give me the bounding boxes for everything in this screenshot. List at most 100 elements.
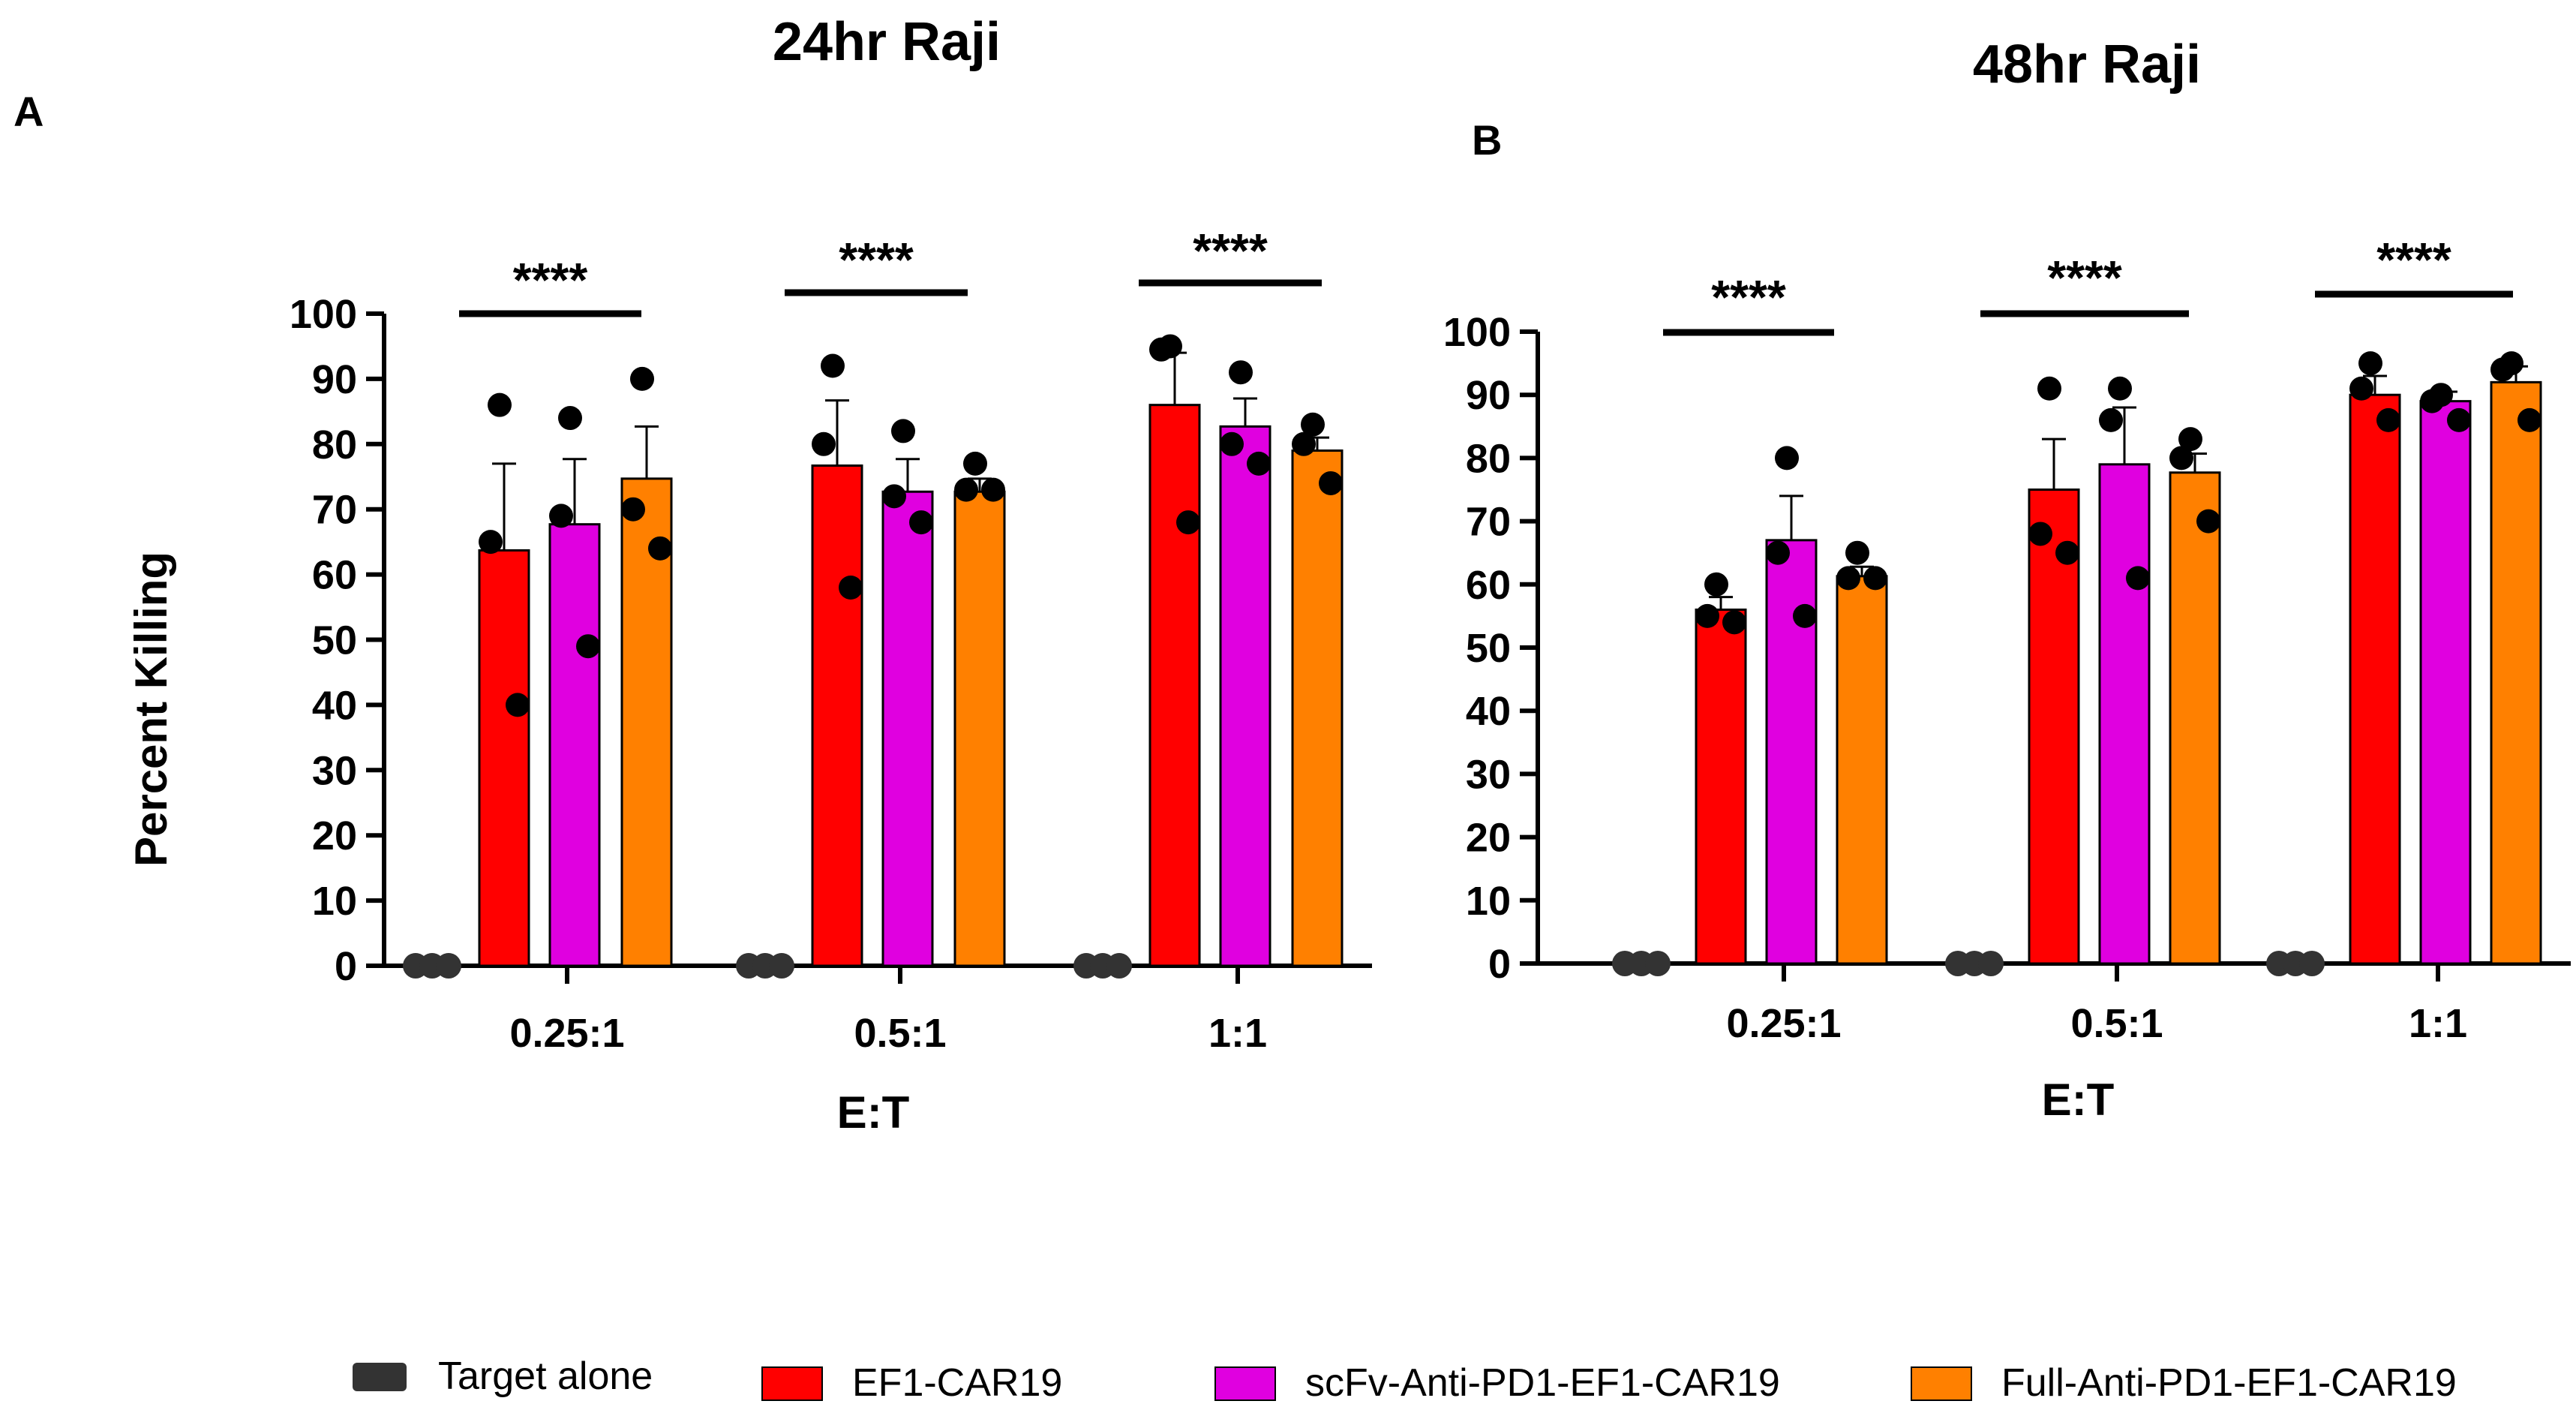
panel-a-bar-scfv [1219,425,1271,967]
panel-a-dot-target-alone [436,953,461,979]
legend-swatch-target-alone [353,1363,407,1391]
panel-a-y-tick-label: 0 [335,944,357,989]
panel-a-y-axis-label: Percent Killing [126,552,176,867]
panel-a-data-point [576,634,600,659]
panel-b-bar-scfv [1765,539,1818,965]
panel-a-data-point [839,575,863,600]
panel-a-data-point [621,497,645,522]
panel-a-data-point [488,392,512,417]
panel-a-bar-full [953,490,1006,967]
panel-b-significance-stars: **** [2376,233,2451,287]
panel-a-bar-ef1-car19 [1148,404,1201,967]
panel-b-data-point [2490,357,2514,382]
panel-b-bar-scfv [2098,463,2151,965]
panel-a-data-point [909,510,933,535]
panel-a-x-axis-label: E:T [837,1087,910,1138]
panel-a-data-point [954,477,978,502]
panel-a-data-point [1176,510,1200,535]
panel-a-data-point [812,431,836,456]
panel-a-title: 24hr Raji [773,12,1001,72]
panel-a-bar-full [1291,449,1344,967]
panel-a-data-point [981,477,1005,502]
panel-a-bar-scfv [548,523,601,967]
panel-a-y-tick-label: 50 [312,618,357,663]
panel-a-data-point [479,530,503,555]
panel-a-data-point [963,451,987,476]
panel-b-data-point [1845,540,1869,565]
panel-b-y-tick-label: 0 [1488,942,1511,987]
panel-a-y-tick-label: 20 [312,813,357,858]
panel-b-data-point [1793,603,1817,628]
panel-b-y-tick-label: 20 [1466,816,1511,861]
panel-a-y-tick-label: 40 [312,683,357,728]
panel-a-data-point [882,484,906,509]
panel-b-dot-target-alone [2299,951,2325,976]
panel-a-data-point [1319,470,1343,495]
panel-b-data-point [2178,427,2202,452]
panel-b-bar-full [2169,471,2221,965]
panel-a: A 24hr Raji Percent Killing E:T 0 10 20 30 4… [14,12,1372,1138]
panel-b-y-tick-label: 50 [1466,626,1511,671]
panel-a-data-point [549,504,573,528]
panel-b-data-point [2099,407,2123,432]
legend-item-scfv-anti-pd1: scFv-Anti-PD1-EF1-CAR19 [1214,1361,1780,1405]
panel-a-bar-ef1-car19 [811,464,863,967]
panel-b-plot-area: 0 10 20 30 40 50 60 70 80 90 100 0.25:1 0.5:1 1:1 ****… [1443,233,2571,1046]
panel-b-x-tick-label: 0.25:1 [1726,1001,1841,1046]
panel-a-y-tick-label: 100 [290,292,357,337]
panel-b-data-point [2108,376,2132,401]
panel-b-significance-stars: **** [1711,270,1786,324]
legend-item-ef1-car19: EF1-CAR19 [761,1361,1062,1405]
panel-a-data-point [506,693,530,717]
legend-item-full-anti-pd1: Full-Anti-PD1-EF1-CAR19 [1911,1361,2457,1405]
panel-b-bar-full [2490,380,2542,965]
panel-a-data-point [630,366,654,391]
panel-b-x-tick-label: 1:1 [2409,1001,2467,1046]
panel-a-data-point [821,353,845,378]
panel-b-data-point [1775,446,1799,470]
panel-b-x-axis-label: E:T [2042,1075,2115,1125]
panel-a-dot-target-alone [769,953,794,979]
panel-b-label: B [1472,116,1502,164]
panel-b-data-point [2349,376,2373,401]
panel-a-y-tick-label: 90 [312,357,357,402]
legend: Target alone EF1-CAR19 scFv-Anti-PD1-EF1… [353,1354,2457,1405]
panel-b-bar-full [1836,575,1888,965]
panel-a-significance-stars: **** [1193,224,1268,278]
panel-a-bar-ef1-car19 [478,549,530,967]
panel-a-data-point [1247,451,1271,476]
panel-a-data-point [1301,412,1325,437]
panel-a-significance-stars: **** [839,233,914,287]
panel-b: B 48hr Raji E:T 0 10 20 30 40 50 60 70 80 90 100 0.… [1443,35,2571,1125]
panel-b-dot-target-alone [1978,951,2004,976]
panel-b-data-point [1836,566,1860,591]
panel-b-y-tick-label: 80 [1466,436,1511,481]
panel-b-data-point [2028,522,2052,546]
panel-b-data-point [1704,572,1728,597]
panel-a-y-tick-label: 30 [312,748,357,793]
legend-label-full-anti-pd1: Full-Anti-PD1-EF1-CAR19 [2001,1361,2457,1405]
panel-b-data-point [1766,540,1790,565]
panel-a-label: A [14,88,44,135]
panel-a-y-tick-label: 80 [312,422,357,467]
panel-b-bar-scfv [2419,400,2472,965]
panel-b-y-tick-label: 100 [1443,310,1511,355]
panel-a-data-point [1220,431,1244,456]
legend-label-target-alone: Target alone [438,1354,653,1398]
panel-a-y-tick-label: 10 [312,879,357,924]
panel-b-data-point [2420,389,2444,413]
panel-b-data-point [2126,566,2150,591]
panel-b-dot-target-alone [1645,951,1671,976]
panel-a-data-point [1229,360,1253,385]
legend-swatch-scfv-anti-pd1 [1214,1366,1276,1401]
panel-b-y-tick-label: 90 [1466,373,1511,418]
legend-label-scfv-anti-pd1: scFv-Anti-PD1-EF1-CAR19 [1305,1361,1780,1405]
panel-b-data-point [1722,610,1746,635]
panel-b-title: 48hr Raji [1973,35,2201,95]
panel-b-data-point [1863,566,1887,591]
panel-b-data-point [2358,351,2382,376]
panel-b-data-point [2169,446,2193,470]
panel-a-y-tick-label: 70 [312,488,357,533]
panel-b-data-point [2037,376,2061,401]
panel-b-y-tick-label: 40 [1466,689,1511,734]
